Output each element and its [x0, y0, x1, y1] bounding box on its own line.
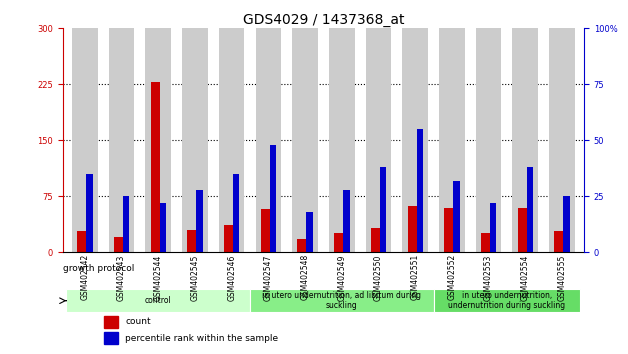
Bar: [219, 28, 244, 252]
Bar: [114, 238, 123, 252]
Text: control: control: [145, 296, 171, 305]
Bar: [343, 190, 350, 252]
Bar: [224, 225, 233, 252]
Bar: [481, 233, 490, 252]
Text: percentile rank within the sample: percentile rank within the sample: [126, 334, 278, 343]
Bar: [233, 174, 239, 252]
Text: growth protocol: growth protocol: [63, 264, 134, 273]
Title: GDS4029 / 1437368_at: GDS4029 / 1437368_at: [242, 13, 404, 27]
Text: GSM402554: GSM402554: [521, 254, 530, 301]
Bar: [365, 28, 391, 252]
Bar: [187, 230, 197, 252]
Bar: [380, 167, 386, 252]
Text: GSM402551: GSM402551: [411, 254, 420, 301]
Bar: [298, 239, 306, 252]
Bar: [329, 28, 355, 252]
Bar: [261, 209, 270, 252]
Bar: [72, 28, 98, 252]
Bar: [256, 28, 281, 252]
Text: in utero undernutrition, ad libitum during
suckling: in utero undernutrition, ad libitum duri…: [263, 291, 421, 310]
Bar: [433, 289, 580, 312]
Bar: [104, 315, 117, 328]
Text: GSM402549: GSM402549: [337, 254, 346, 301]
Bar: [563, 196, 570, 252]
Bar: [512, 28, 538, 252]
Bar: [109, 28, 134, 252]
Bar: [416, 129, 423, 252]
Text: GSM402553: GSM402553: [484, 254, 493, 301]
Bar: [306, 212, 313, 252]
Bar: [77, 232, 86, 252]
Bar: [439, 28, 465, 252]
Bar: [408, 206, 416, 252]
Text: GSM402544: GSM402544: [154, 254, 163, 301]
Bar: [123, 196, 129, 252]
Text: GSM402548: GSM402548: [301, 254, 310, 301]
Text: count: count: [126, 317, 151, 326]
Bar: [250, 289, 433, 312]
Bar: [151, 82, 160, 252]
Bar: [86, 174, 93, 252]
Bar: [67, 289, 250, 312]
Bar: [334, 233, 343, 252]
Text: GSM402546: GSM402546: [227, 254, 236, 301]
Text: GSM402552: GSM402552: [447, 254, 457, 301]
Text: GSM402543: GSM402543: [117, 254, 126, 301]
Text: GSM402545: GSM402545: [190, 254, 200, 301]
Bar: [146, 28, 171, 252]
Bar: [292, 28, 318, 252]
Bar: [182, 28, 208, 252]
Text: GSM402555: GSM402555: [558, 254, 566, 301]
Text: GSM402542: GSM402542: [80, 254, 89, 301]
Bar: [197, 190, 203, 252]
Bar: [371, 228, 380, 252]
Bar: [453, 181, 460, 252]
Bar: [104, 332, 117, 344]
Bar: [445, 207, 453, 252]
Bar: [490, 203, 497, 252]
Bar: [555, 232, 563, 252]
Bar: [549, 28, 575, 252]
Bar: [517, 207, 527, 252]
Text: GSM402547: GSM402547: [264, 254, 273, 301]
Text: GSM402550: GSM402550: [374, 254, 383, 301]
Bar: [403, 28, 428, 252]
Text: in utero undernutrition,
undernutrition during suckling: in utero undernutrition, undernutrition …: [448, 291, 566, 310]
Bar: [527, 167, 533, 252]
Bar: [476, 28, 501, 252]
Bar: [270, 145, 276, 252]
Bar: [160, 203, 166, 252]
